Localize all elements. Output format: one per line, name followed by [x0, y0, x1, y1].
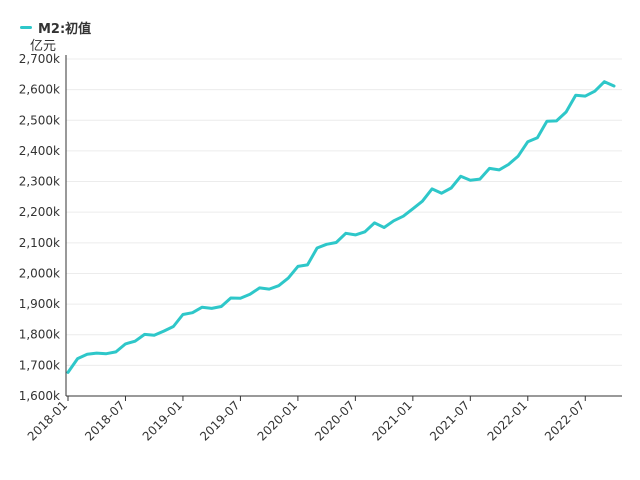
- data-point: [171, 325, 175, 329]
- data-point: [114, 350, 118, 354]
- y-tick-label: 2,000k: [19, 266, 60, 280]
- data-point: [488, 166, 492, 170]
- data-point: [267, 287, 271, 291]
- data-point: [219, 305, 223, 309]
- data-point: [248, 292, 252, 296]
- data-point: [602, 80, 606, 84]
- data-point: [478, 177, 482, 181]
- x-tick-label: 2019-01: [140, 398, 185, 443]
- data-point: [315, 246, 319, 250]
- data-point: [583, 94, 587, 98]
- y-tick-label: 1,600k: [19, 389, 60, 403]
- data-point: [124, 342, 128, 346]
- data-point: [353, 233, 357, 237]
- y-axis-unit-label: 亿元: [30, 39, 57, 54]
- x-tick-label: 2022-01: [485, 398, 530, 443]
- x-tick-label: 2020-01: [255, 398, 300, 443]
- data-point: [162, 329, 166, 333]
- y-tick-label: 2,600k: [19, 83, 60, 97]
- x-tick-label: 2022-07: [542, 398, 587, 443]
- data-point: [210, 306, 214, 310]
- y-tick-label: 2,500k: [19, 113, 60, 127]
- data-point: [420, 199, 424, 203]
- data-point: [555, 119, 559, 123]
- y-tick-label: 2,700k: [19, 52, 60, 66]
- data-point: [564, 110, 568, 114]
- data-point: [545, 119, 549, 123]
- data-point: [306, 263, 310, 267]
- data-point: [382, 226, 386, 230]
- data-point: [373, 221, 377, 225]
- legend[interactable]: M2:初值: [20, 18, 91, 37]
- data-point: [344, 231, 348, 235]
- data-point: [296, 264, 300, 268]
- data-point: [76, 357, 80, 361]
- x-tick-label: 2018-07: [82, 398, 127, 443]
- data-point: [85, 352, 89, 356]
- data-point: [612, 84, 616, 88]
- data-point: [258, 286, 262, 290]
- data-point: [468, 178, 472, 182]
- y-tick-label: 2,300k: [19, 175, 60, 189]
- data-point: [95, 351, 99, 355]
- data-point: [449, 186, 453, 190]
- y-tick-label: 2,400k: [19, 144, 60, 158]
- y-tick-label: 1,900k: [19, 297, 60, 311]
- series-line-m2: [66, 80, 616, 374]
- data-point: [459, 174, 463, 178]
- data-point: [535, 136, 539, 140]
- data-point: [593, 89, 597, 93]
- data-point: [286, 276, 290, 280]
- data-point: [574, 93, 578, 97]
- x-tick-label: 2021-01: [370, 398, 415, 443]
- data-point: [152, 333, 156, 337]
- data-point: [133, 339, 137, 343]
- y-tick-label: 1,800k: [19, 328, 60, 342]
- data-point: [507, 162, 511, 166]
- x-tick-label: 2020-07: [312, 398, 357, 443]
- data-point: [411, 207, 415, 211]
- x-tick-label: 2019-07: [197, 398, 242, 443]
- data-point: [363, 230, 367, 234]
- data-point: [497, 168, 501, 172]
- data-point: [143, 332, 147, 336]
- data-point: [516, 154, 520, 158]
- data-point: [440, 191, 444, 195]
- x-axis: 2018-01 2018-07 2019-01 2019-07 2020-01 2020-…: [25, 395, 622, 444]
- data-point: [200, 305, 204, 309]
- data-point: [181, 313, 185, 317]
- y-axis: 1,600k 1,700k 1,800k 1,900k 2,000k 2,100k 2,20…: [19, 52, 67, 403]
- data-point: [66, 370, 70, 374]
- data-point: [277, 284, 281, 288]
- gridlines: [66, 58, 622, 366]
- legend-swatch: [20, 26, 32, 29]
- y-tick-label: 2,100k: [19, 236, 60, 250]
- plot-area: [66, 80, 616, 374]
- data-point: [229, 296, 233, 300]
- data-point: [526, 140, 530, 144]
- data-point: [238, 296, 242, 300]
- x-tick-label: 2018-01: [25, 398, 70, 443]
- y-tick-label: 2,200k: [19, 205, 60, 219]
- data-point: [104, 352, 108, 356]
- x-tick-label: 2021-07: [427, 398, 472, 443]
- data-point: [392, 219, 396, 223]
- data-point: [401, 214, 405, 218]
- data-point: [334, 241, 338, 245]
- data-point: [325, 242, 329, 246]
- data-point: [430, 187, 434, 191]
- y-tick-label: 1,700k: [19, 358, 60, 372]
- data-point: [191, 311, 195, 315]
- legend-label: M2:初值: [38, 22, 92, 37]
